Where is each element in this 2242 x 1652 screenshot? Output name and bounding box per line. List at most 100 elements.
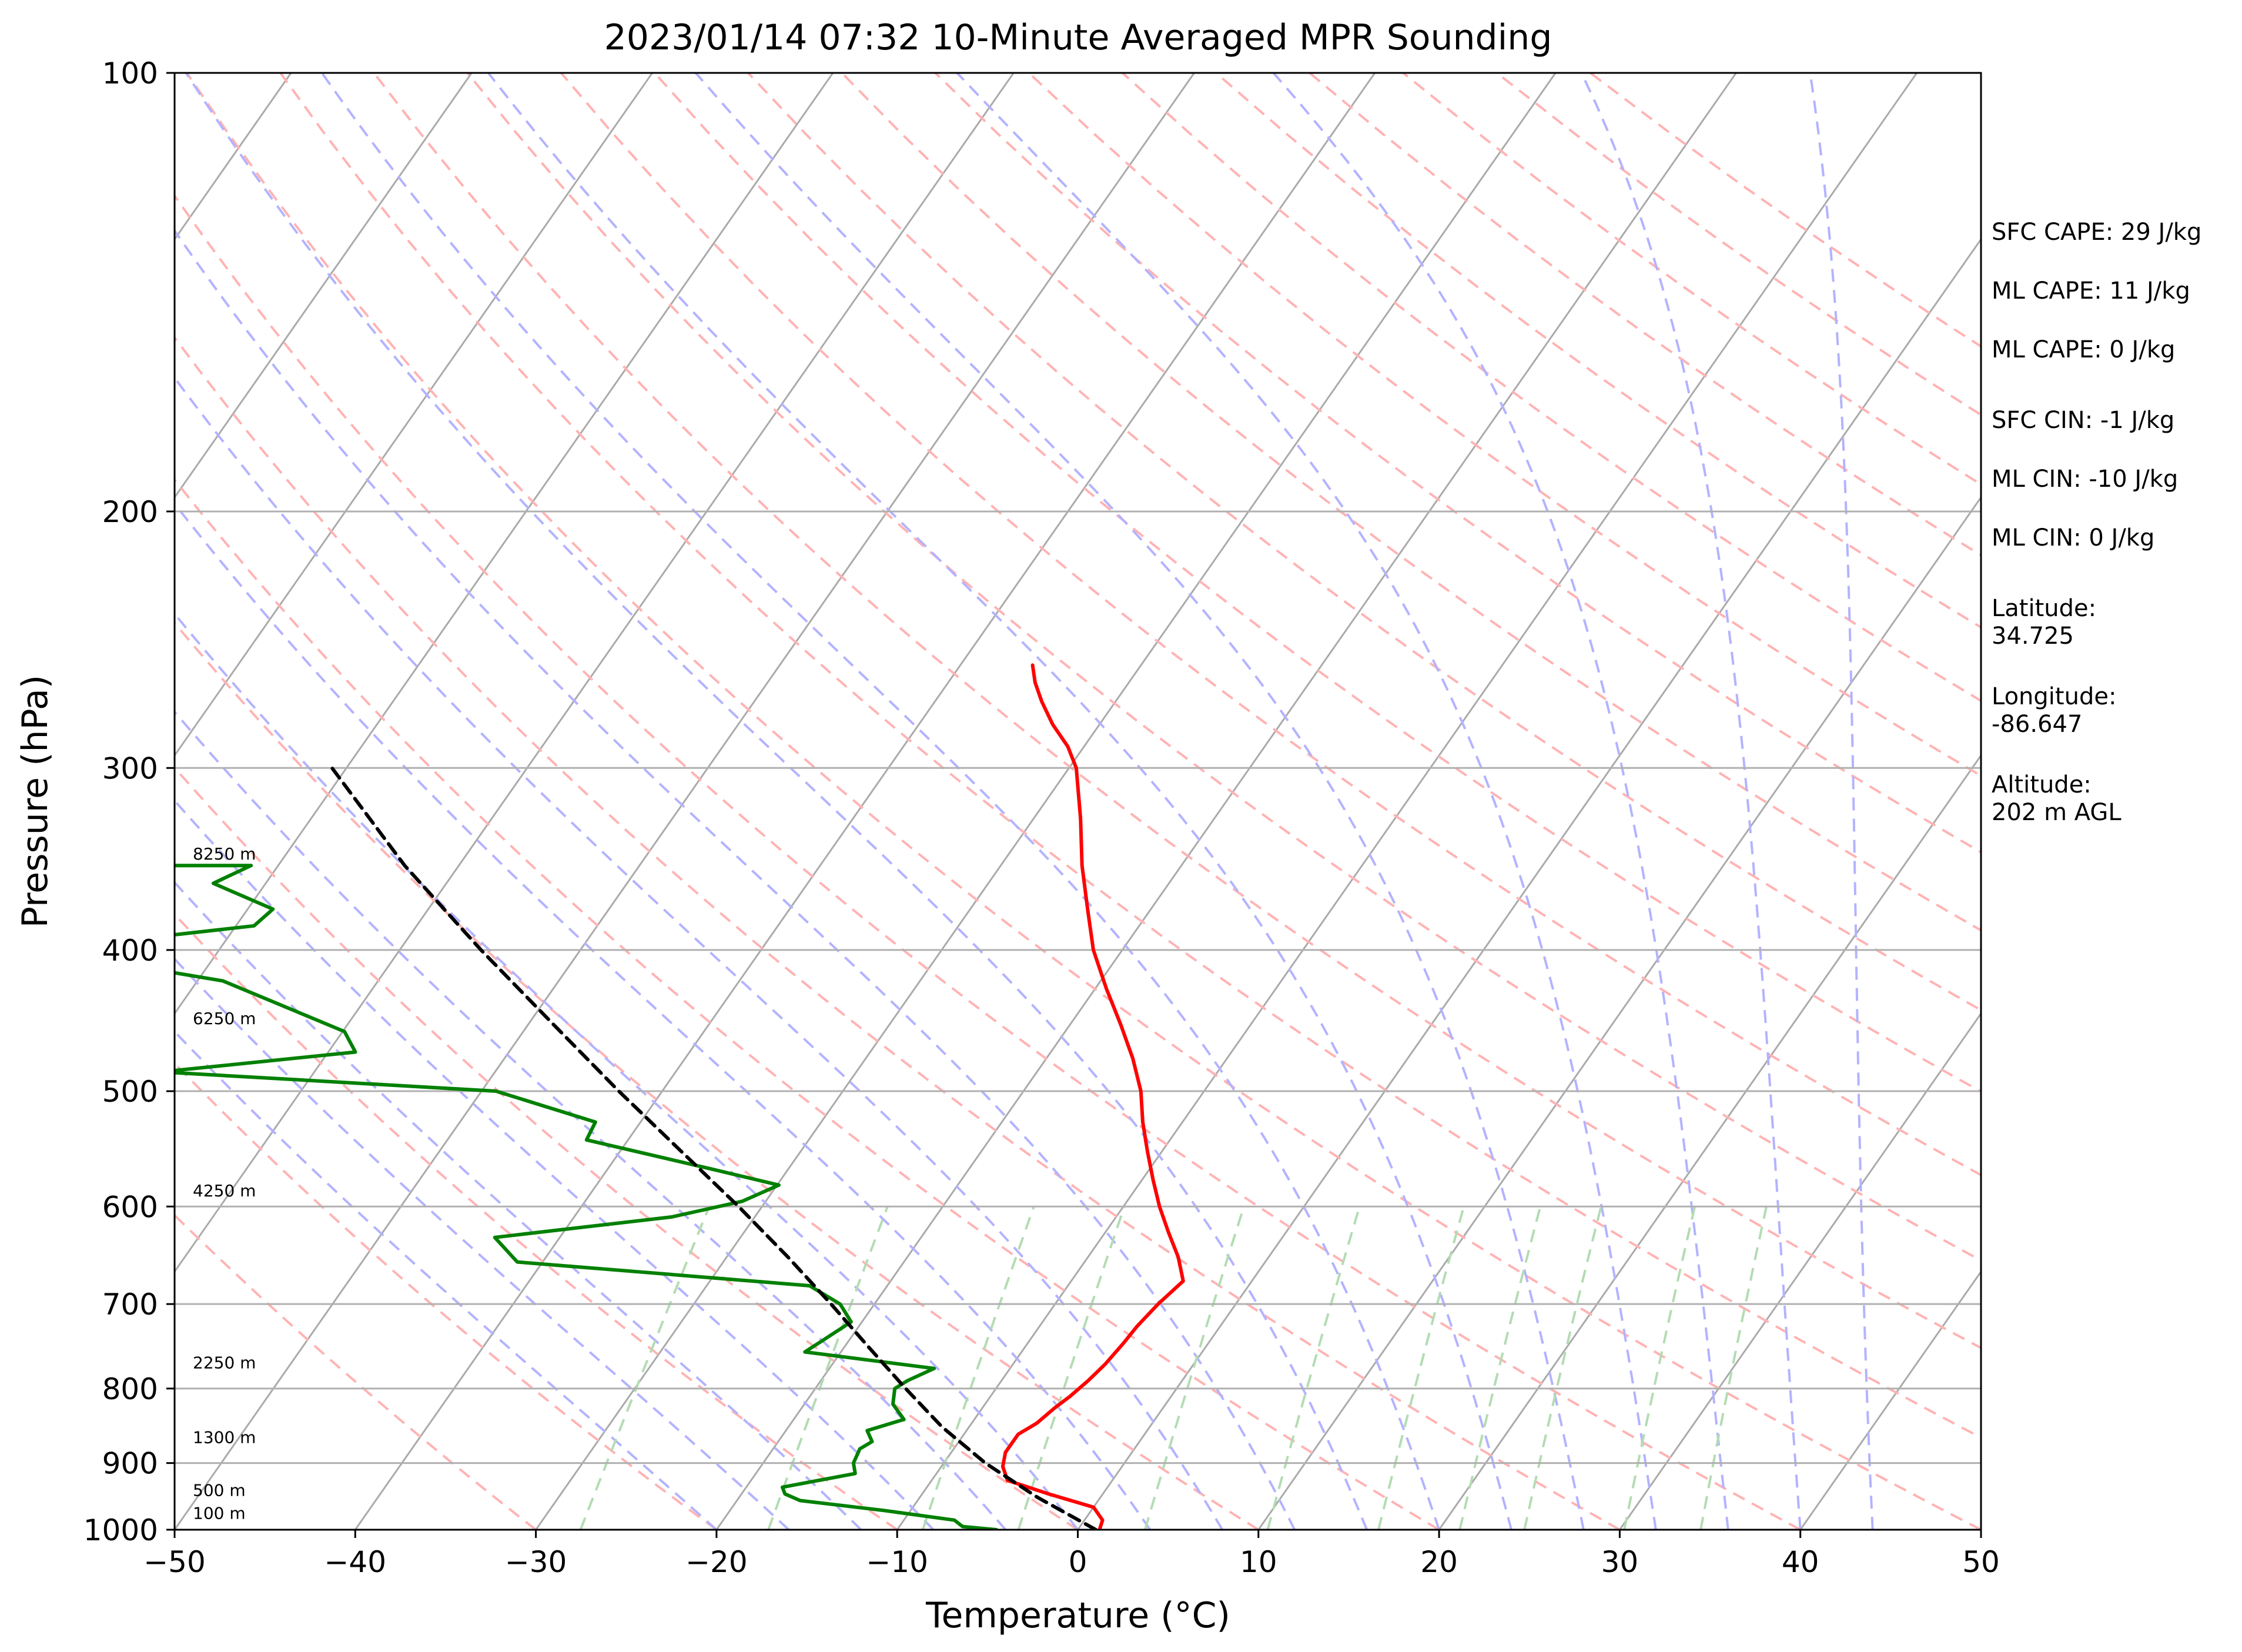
ml-cin-2-text: ML CIN: 0 J/kg [1992,524,2155,551]
height-label: 4250 m [193,1181,256,1200]
dry-adiabat-line [175,765,1079,1530]
moist-adiabat-line [175,798,935,1530]
dry-adiabat-line [175,335,1621,1530]
moist-adiabat-line [185,73,1368,1530]
x-tick-label: −40 [324,1545,387,1579]
y-tick-label: 700 [102,1288,158,1322]
isotherm-line [1799,1270,1981,1530]
y-tick-label: 800 [102,1372,158,1406]
dewpoint-line [175,864,999,1530]
dry-adiabat-line [654,73,1981,1093]
y-tick-label: 600 [102,1190,158,1224]
mixing-ratio-line [1017,1206,1126,1530]
moist-adiabat-line [175,612,1079,1530]
ml-cape-text: ML CAPE: 11 J/kg [1992,277,2190,305]
isotherm-line [175,73,834,1015]
y-tick-label: 300 [102,751,158,785]
moist-adiabat-line [175,1029,718,1530]
height-label: 1300 m [193,1427,256,1447]
moist-adiabat-line [694,73,1585,1530]
height-label: 100 m [193,1503,246,1523]
dry-adiabat-line [279,73,1981,1439]
chart-title: 2023/01/14 07:32 10-Minute Averaged MPR … [604,17,1552,58]
dry-adiabat-line [934,73,1981,854]
dry-adiabat-line [175,1213,537,1530]
y-tick-label: 900 [102,1447,158,1481]
latitude-label: Latitude: [1992,595,2097,622]
mixing-ratio-line [1143,1206,1246,1530]
ml-cape-2-text: ML CAPE: 0 J/kg [1992,336,2176,363]
moist-adiabat-line [175,501,1152,1530]
parcel-line [330,766,1098,1530]
y-axis-ticks: 1000 900 800 700 600 500 400 300 200 100 [83,56,175,1547]
y-tick-label: 1000 [83,1513,158,1547]
isotherm-line [175,73,1195,1530]
ml-cin-text: ML CIN: -10 J/kg [1992,466,2179,493]
moist-adiabat-line [175,881,862,1530]
moist-adiabat-line [175,228,1296,1530]
mixing-ratio-line [1699,1206,1768,1530]
mixing-ratio-line [1623,1206,1696,1530]
x-tick-label: 0 [1069,1545,1087,1579]
y-tick-label: 400 [102,934,158,968]
isotherm-line [175,73,1015,1273]
y-axis-label: Pressure (hPa) [15,675,56,928]
moist-adiabat-line [1272,73,1729,1530]
altitude-label: Altitude: [1992,771,2092,798]
moist-adiabat-line [175,376,1224,1530]
x-tick-label: 30 [1601,1545,1639,1579]
altitude-block: Altitude: 202 m AGL [1992,771,2121,827]
dry-adiabat-line [186,73,1981,1530]
x-tick-label: −10 [866,1545,928,1579]
background-lines [175,73,1981,1530]
dry-adiabat-line [560,73,1981,1177]
longitude-value: -86.647 [1992,711,2083,738]
mixing-ratio-line [1458,1206,1542,1530]
mixing-ratio-line [579,1206,711,1530]
moist-adiabat-line [1809,73,1874,1530]
sfc-cape-text: SFC CAPE: 29 J/kg [1992,219,2202,246]
height-label: 8250 m [193,844,256,864]
sfc-cin-text: SFC CIN: -1 J/kg [1992,407,2175,434]
x-axis-ticks: −50 −40 −30 −20 −10 0 10 20 30 40 50 [143,1530,2000,1579]
x-tick-label: 40 [1782,1545,1819,1579]
y-tick-label: 500 [102,1075,158,1109]
x-tick-label: 20 [1420,1545,1458,1579]
isotherm-line [1619,1012,1981,1530]
altitude-value: 202 m AGL [1992,799,2121,826]
mixing-ratio-line [1523,1206,1602,1530]
series-layer [175,663,1185,1530]
dry-adiabat-line [373,73,1981,1350]
y-tick-label: 200 [102,495,158,529]
isotherm-line [1257,496,1981,1530]
height-label: 500 m [193,1481,246,1500]
dry-adiabat-line [1122,73,1981,703]
isotherm-line [175,73,473,499]
isotherm-line [1438,754,1981,1530]
longitude-block: Longitude: -86.647 [1992,683,2116,738]
dry-adiabat-line [466,73,1981,1262]
dry-adiabat-line [175,193,1801,1530]
isotherm-line [896,73,1918,1530]
longitude-label: Longitude: [1992,683,2117,710]
isotherm-line [354,73,1376,1530]
x-tick-label: 50 [1962,1545,2000,1579]
moist-adiabat-line [487,73,1512,1530]
height-label: 2250 m [193,1353,256,1372]
dry-adiabat-line [175,1061,718,1530]
y-tick-label: 100 [102,56,158,91]
dry-adiabat-line [175,621,1259,1530]
height-labels: 8250 m 6250 m 4250 m 2250 m 1300 m 500 m 100 m [193,844,256,1523]
isotherm-line [715,73,1737,1530]
latitude-block: Latitude: 34.725 [1992,595,2096,650]
dry-adiabat-line [175,477,1440,1530]
isotherm-line [175,73,653,757]
mixing-ratio-line [1377,1206,1465,1530]
temperature-line [1000,663,1185,1530]
x-tick-label: 10 [1240,1545,1277,1579]
moist-adiabat-line [320,73,1440,1530]
moist-adiabat-line [1580,73,1802,1530]
x-tick-label: −30 [505,1545,567,1579]
x-axis-label: Temperature (°C) [925,1595,1230,1636]
